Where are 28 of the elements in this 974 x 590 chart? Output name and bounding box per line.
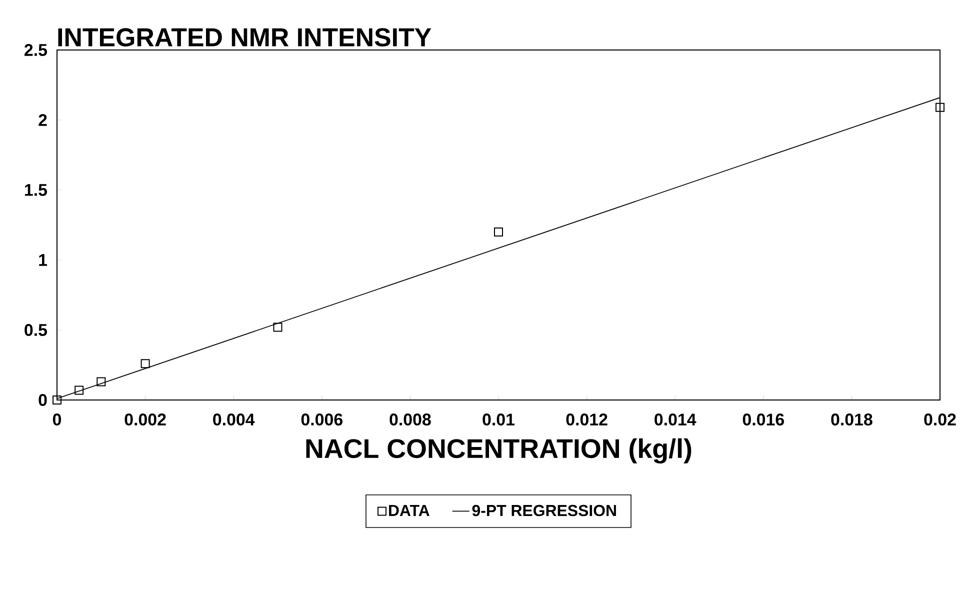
- legend-label: 9-PT REGRESSION: [472, 504, 616, 516]
- point: [273, 322, 282, 332]
- legend-label: DATA: [389, 504, 430, 516]
- x-tick-label: 0.002: [124, 414, 166, 426]
- point: [74, 386, 84, 395]
- x-tick-label: 0.008: [390, 414, 431, 426]
- y-tick-label: 1: [39, 254, 48, 266]
- x-tick-label: 0: [52, 414, 62, 426]
- x-tick-label: 0.02: [924, 414, 956, 426]
- x-tick-label: 0.014: [654, 414, 696, 426]
- point: [494, 228, 504, 236]
- x-tick-label: 0.01: [482, 414, 515, 426]
- point: [96, 377, 106, 386]
- y-tick-label: 0: [38, 394, 47, 406]
- y-tick-label: 2.5: [24, 44, 48, 56]
- point: [140, 359, 150, 368]
- x-tick-label: 0.006: [301, 414, 342, 426]
- x-tick-label: 0.018: [831, 414, 872, 426]
- x-tick-label: 0.004: [213, 414, 255, 426]
- point: [52, 396, 62, 404]
- y-tick-label: 1.5: [24, 184, 48, 196]
- x-axis-title: NACL CONCENTRATION (kg/l): [306, 438, 692, 464]
- chart-title: INTEGRATED NMR INTENSITY: [58, 28, 432, 46]
- point: [936, 102, 945, 112]
- x-tick-label: 0.012: [566, 414, 608, 426]
- x-tick-label: 0.016: [742, 414, 784, 426]
- y-tick-label: 0.5: [24, 324, 48, 336]
- y-tick-label: 2: [38, 114, 47, 126]
